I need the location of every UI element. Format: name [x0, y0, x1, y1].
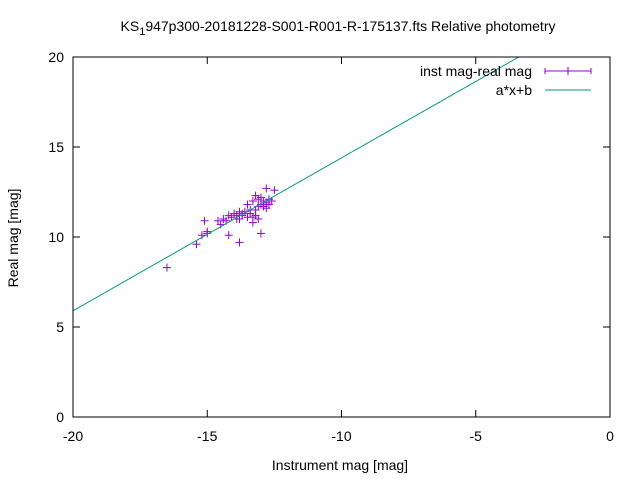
data-point [197, 231, 206, 240]
y-tick-label: 0 [56, 409, 64, 425]
x-axis-label: Instrument mag [mag] [272, 457, 408, 473]
data-point [254, 215, 263, 223]
data-point [235, 238, 244, 247]
x-tick-label: -5 [470, 428, 483, 444]
data-point [267, 197, 276, 205]
x-tick-label: -10 [331, 428, 351, 444]
data-point [256, 229, 265, 238]
y-tick-label: 20 [48, 49, 64, 65]
data-point [192, 240, 201, 249]
x-tick-label: 0 [606, 428, 614, 444]
y-axis-label: Real mag [mag] [5, 189, 21, 288]
data-point [248, 197, 257, 205]
data-point [262, 184, 271, 193]
data-point [224, 231, 233, 240]
x-tick-label: -15 [197, 428, 217, 444]
fit-line [73, 57, 519, 312]
legend-label: inst mag-real mag [420, 63, 532, 79]
data-point [270, 186, 279, 195]
y-tick-label: 5 [56, 319, 64, 335]
y-tick-label: 15 [48, 139, 64, 155]
plot-border [72, 56, 611, 418]
chart-title: KS1947p300-20181228-S001-R001-R-175137.f… [121, 18, 556, 38]
x-tick-label: -20 [63, 428, 83, 444]
data-point [162, 263, 171, 272]
data-point [248, 218, 257, 227]
legend-label: a*x+b [496, 82, 532, 98]
data-point [200, 216, 209, 225]
plot-area: -20 -15 -10 -5 0 0 5 10 15 20 [48, 49, 614, 444]
legend: inst mag-real mag a*x+b [420, 63, 592, 98]
y-tick-label: 10 [48, 229, 64, 245]
legend-errorbar-sample [544, 67, 592, 75]
data-point [243, 200, 252, 209]
